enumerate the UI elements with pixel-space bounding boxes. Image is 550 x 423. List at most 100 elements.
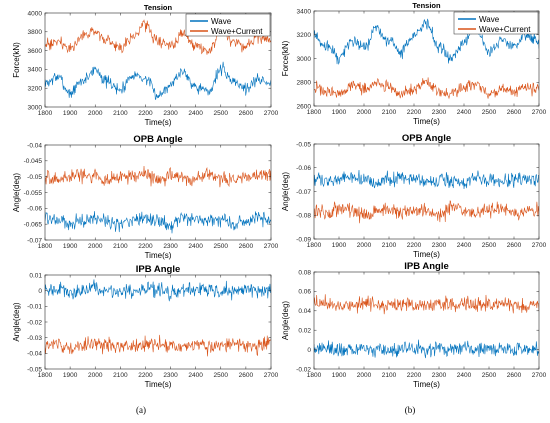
x-tick-label: 2100 [382,372,397,379]
x-tick-label: 2000 [357,372,372,379]
y-axis-label: Angle(deg) [12,302,21,341]
series-line-wave [314,18,539,66]
x-tick-label: 1900 [63,110,78,117]
y-tick-label: 0.02 [298,328,311,335]
series-line-wave [45,279,271,302]
x-tick-label: 2700 [264,372,279,379]
x-tick-label: 2300 [432,372,447,379]
y-tick-label: -0.02 [27,319,42,326]
y-tick-label: 3000 [297,56,312,63]
y-tick-label: 3600 [28,48,43,55]
y-tick-label: 3000 [28,104,43,111]
y-tick-label: -0.07 [27,237,42,244]
y-tick-label: -0.02 [296,366,311,373]
y-tick-label: 0.06 [298,289,311,296]
x-tick-label: 1900 [63,372,78,379]
y-tick-label: 4000 [28,10,43,17]
x-tick-label: 2000 [88,110,103,117]
series-line-wave-current [314,294,539,315]
y-tick-label: -0.055 [24,190,43,197]
x-tick-label: 2000 [88,243,103,250]
y-tick-label: 3400 [297,8,312,15]
x-axis-label: Time(s) [145,118,172,127]
x-tick-label: 1800 [38,110,53,117]
y-axis-label: Angle(deg) [281,172,290,211]
series-line-wave-current [314,77,539,100]
x-tick-label: 1900 [63,243,78,250]
y-tick-label: -0.04 [27,351,42,358]
caption-b: (b) [405,405,416,415]
x-tick-label: 2600 [239,243,254,250]
x-tick-label: 2300 [432,109,447,116]
chart-panel-b-3: 1800 1900 2000 2100 2200 2300 2400 2500 2600 2700… [281,261,547,389]
y-tick-label: 0 [307,347,311,354]
x-axis-label: Time(s) [145,380,172,389]
y-tick-label: 0 [38,288,42,295]
x-tick-label: 1900 [332,109,347,116]
y-tick-label: -0.05 [27,366,42,373]
x-tick-label: 2400 [457,242,472,249]
x-tick-label: 2600 [507,242,522,249]
x-tick-label: 2300 [432,242,447,249]
series-line-wave [45,211,271,234]
x-tick-label: 1900 [332,372,347,379]
x-tick-label: 2200 [138,243,153,250]
y-tick-label: -0.045 [24,158,43,165]
chart-title: Tension [412,1,441,10]
chart-title: Tension [144,3,173,12]
x-axis-label: Time(s) [413,117,440,126]
x-tick-label: 2500 [214,243,229,250]
y-tick-label: -0.04 [27,142,42,149]
y-tick-label: -0.06 [27,206,42,213]
chart-title: IPB Angle [404,261,449,272]
x-tick-label: 2300 [163,110,178,117]
y-tick-label: -0.03 [27,335,42,342]
series-line-wave-current [314,200,539,224]
x-tick-label: 2000 [357,242,372,249]
y-tick-label: -0.05 [27,174,42,181]
series-line-wave-current [45,334,271,357]
x-tick-label: 1800 [307,372,322,379]
y-tick-label: 0.08 [298,269,311,276]
x-tick-label: 1800 [38,243,53,250]
x-tick-label: 1800 [307,242,322,249]
x-tick-label: 2600 [239,110,254,117]
x-tick-label: 2200 [407,372,422,379]
legend-label: Wave [211,17,232,26]
x-tick-label: 2500 [482,109,497,116]
y-tick-label: 0.04 [298,308,311,315]
x-axis-label: Time(s) [413,380,440,389]
x-tick-label: 2400 [457,372,472,379]
x-tick-label: 1800 [38,372,53,379]
y-tick-label: -0.01 [27,304,42,311]
caption-a: (a) [136,405,146,415]
series-line-wave [314,169,539,190]
y-tick-label: -0.05 [296,141,311,148]
x-tick-label: 2000 [88,372,103,379]
x-tick-label: 2500 [214,372,229,379]
chart-title: OPB Angle [133,134,182,145]
x-tick-label: 2100 [382,109,397,116]
x-axis-label: Time(s) [413,250,440,259]
y-axis-label: Force(kN) [281,40,290,76]
x-tick-label: 2200 [138,110,153,117]
y-tick-label: 2800 [297,80,312,87]
x-tick-label: 2700 [264,110,279,117]
plot-area [314,144,539,239]
series-line-wave-current [45,19,271,55]
x-tick-label: 2500 [214,110,229,117]
y-axis-label: Force(kN) [12,42,21,78]
y-tick-label: -0.07 [296,189,311,196]
x-tick-label: 2700 [532,109,547,116]
y-tick-label: -0.09 [296,236,311,243]
y-tick-label: -0.065 [24,221,43,228]
chart-panel-b-2: 1800 1900 2000 2100 2200 2300 2400 2500 2600 2700… [281,133,547,259]
y-tick-label: 3800 [28,29,43,36]
series-line-wave [45,61,271,101]
x-tick-label: 1800 [307,109,322,116]
x-tick-label: 2100 [113,243,128,250]
x-tick-label: 2100 [113,372,128,379]
y-tick-label: 3400 [28,67,43,74]
